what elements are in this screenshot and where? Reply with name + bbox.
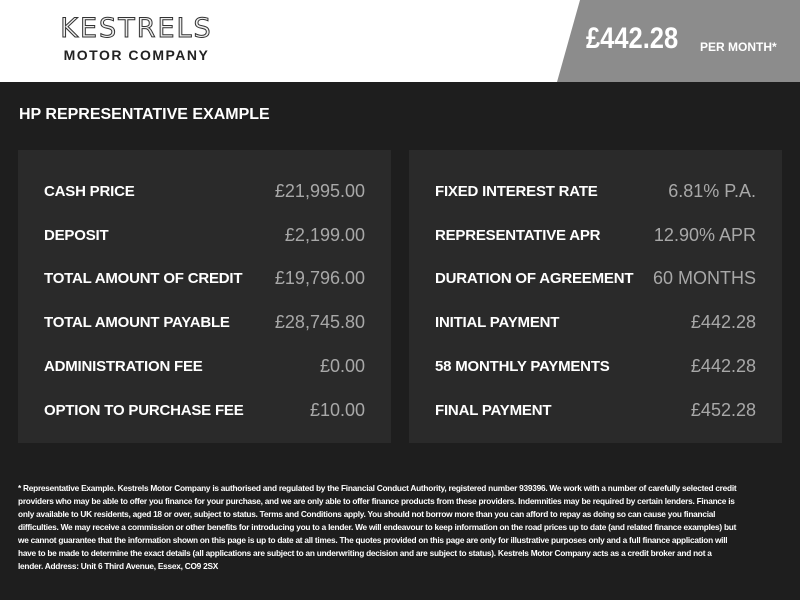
row-value: £452.28 (690, 399, 756, 420)
finance-row: DEPOSIT £2,199.00 (44, 223, 365, 247)
finance-row: ADMINISTRATION FEE £0.00 (44, 354, 365, 378)
finance-row: CASH PRICE £21,995.00 (44, 179, 365, 203)
row-label: REPRESENTATIVE APR (435, 226, 601, 244)
finance-row: TOTAL AMOUNT PAYABLE £28,745.80 (44, 310, 365, 334)
per-month-label: PER MONTH* (700, 40, 777, 54)
row-label: TOTAL AMOUNT OF CREDIT (44, 269, 243, 287)
disclaimer-text: * Representative Example. Kestrels Motor… (18, 483, 737, 571)
row-value: £21,995.00 (274, 180, 365, 201)
row-label: FINAL PAYMENT (435, 401, 552, 419)
row-label: 58 MONTHLY PAYMENTS (435, 357, 610, 375)
row-value: 12.90% APR (653, 224, 756, 245)
row-label: INITIAL PAYMENT (435, 313, 560, 331)
page-title: HP REPRESENTATIVE EXAMPLE (19, 106, 270, 123)
row-label: DURATION OF AGREEMENT (435, 269, 634, 287)
finance-panel-right: FIXED INTEREST RATE 6.81% P.A. REPRESENTA… (409, 150, 782, 443)
finance-row: FINAL PAYMENT £452.28 (435, 398, 756, 422)
row-value: £28,745.80 (274, 311, 365, 332)
row-value: 6.81% P.A. (668, 180, 756, 201)
finance-row: 58 MONTHLY PAYMENTS £442.28 (435, 354, 756, 378)
finance-row: OPTION TO PURCHASE FEE £10.00 (44, 398, 365, 422)
company-logo[interactable]: KESTRELS MOTOR COMPANY (44, 13, 229, 63)
logo-main-text: KESTRELS (60, 13, 213, 44)
row-value: £442.28 (690, 355, 756, 376)
row-label: FIXED INTEREST RATE (435, 182, 598, 200)
monthly-price-box (557, 0, 800, 82)
finance-row: TOTAL AMOUNT OF CREDIT £19,796.00 (44, 266, 365, 290)
row-label: OPTION TO PURCHASE FEE (44, 401, 244, 419)
row-label: TOTAL AMOUNT PAYABLE (44, 313, 230, 331)
row-label: CASH PRICE (44, 182, 135, 200)
row-value: 60 MONTHS (652, 267, 756, 288)
monthly-price: £442.28 (586, 22, 679, 55)
row-value: £19,796.00 (274, 267, 365, 288)
row-value: £10.00 (309, 399, 365, 420)
finance-panel-left: CASH PRICE £21,995.00 DEPOSIT £2,199.00 TO… (18, 150, 391, 443)
row-value: £0.00 (319, 355, 365, 376)
row-value: £2,199.00 (284, 224, 365, 245)
finance-row: INITIAL PAYMENT £442.28 (435, 310, 756, 334)
finance-row: REPRESENTATIVE APR 12.90% APR (435, 223, 756, 247)
row-value: £442.28 (690, 311, 756, 332)
logo-sub-text: MOTOR COMPANY (63, 47, 210, 63)
finance-row: FIXED INTEREST RATE 6.81% P.A. (435, 179, 756, 203)
row-label: DEPOSIT (44, 226, 109, 244)
finance-row: DURATION OF AGREEMENT 60 MONTHS (435, 266, 756, 290)
row-label: ADMINISTRATION FEE (44, 357, 203, 375)
